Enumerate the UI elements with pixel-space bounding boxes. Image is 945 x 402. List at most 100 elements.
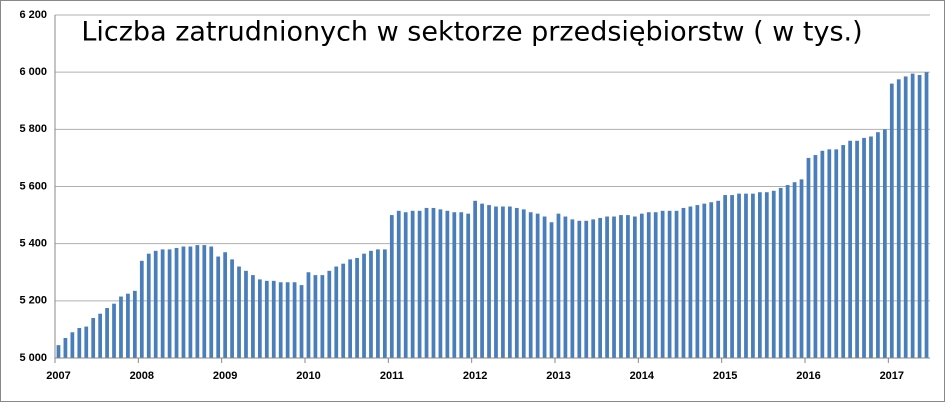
bar	[619, 215, 623, 358]
bar	[70, 332, 75, 358]
bar	[771, 190, 776, 358]
bar	[139, 260, 144, 358]
bar	[813, 155, 818, 358]
bar	[598, 217, 603, 358]
bar	[306, 272, 311, 358]
bar	[348, 259, 353, 358]
bar	[445, 210, 450, 358]
y-tick-label: 6 000	[19, 66, 47, 78]
x-tick-label: 2013	[546, 370, 570, 382]
bar	[757, 192, 762, 358]
bar	[876, 132, 880, 358]
bar	[389, 215, 394, 358]
bar	[632, 216, 637, 358]
bar	[230, 259, 234, 358]
bar	[646, 212, 651, 358]
bar	[709, 202, 714, 358]
bar	[91, 317, 96, 358]
bar	[112, 303, 116, 358]
y-tick-label: 5 000	[19, 352, 47, 364]
bar	[751, 193, 755, 358]
bar	[487, 205, 491, 358]
bar	[292, 282, 297, 358]
bar	[56, 345, 61, 358]
bar	[341, 263, 346, 358]
bar	[910, 73, 915, 359]
bar	[702, 203, 707, 358]
chart-title: Liczba zatrudnionych w sektorze przedsię…	[81, 17, 862, 48]
bar	[695, 205, 700, 358]
bar	[521, 209, 526, 358]
bar	[320, 275, 325, 358]
bar	[841, 145, 846, 358]
bar	[98, 313, 103, 358]
bar	[799, 179, 804, 358]
bar	[514, 207, 519, 358]
bar	[119, 296, 123, 358]
bar	[285, 282, 290, 358]
bar	[917, 75, 922, 359]
bar	[271, 280, 276, 358]
bar	[591, 219, 596, 358]
bar	[480, 203, 484, 358]
bar	[209, 246, 214, 358]
bar	[355, 257, 359, 358]
bar	[167, 249, 172, 358]
bar	[542, 216, 547, 358]
bar	[723, 195, 728, 358]
bar	[653, 212, 658, 358]
bar	[785, 185, 790, 358]
bar	[563, 216, 568, 358]
bar	[806, 157, 811, 358]
bar	[105, 307, 109, 358]
bar	[438, 209, 443, 358]
bar	[869, 136, 873, 358]
bar	[903, 76, 908, 359]
bar	[639, 213, 644, 358]
bar	[667, 210, 672, 358]
bar	[924, 72, 929, 359]
bar	[466, 213, 471, 358]
bar	[299, 285, 304, 358]
y-tick-label: 5 200	[19, 295, 47, 307]
bar	[744, 193, 748, 358]
bar	[570, 219, 575, 358]
bar	[181, 246, 186, 358]
bar	[827, 149, 832, 358]
bar	[882, 129, 887, 358]
bar	[376, 249, 380, 358]
bar	[202, 245, 207, 358]
bar	[848, 140, 853, 358]
bar	[459, 212, 464, 358]
bar	[688, 206, 693, 358]
y-tick-label: 5 800	[19, 123, 47, 135]
bar	[327, 270, 332, 358]
bar	[549, 222, 554, 358]
bar	[681, 207, 686, 358]
bar	[195, 245, 200, 358]
bar	[160, 249, 165, 358]
bar	[84, 326, 89, 358]
bar	[424, 207, 429, 358]
bar	[716, 200, 721, 358]
bar	[896, 79, 901, 358]
bar	[605, 216, 609, 358]
bar	[77, 327, 82, 358]
bar	[452, 212, 457, 358]
bar	[431, 207, 436, 358]
bar	[494, 206, 498, 358]
bar	[313, 275, 318, 358]
bar	[237, 266, 241, 358]
bar	[257, 279, 262, 358]
bar	[501, 206, 505, 358]
bar	[153, 250, 158, 358]
bar	[535, 213, 540, 358]
bar	[63, 337, 68, 358]
bar	[216, 256, 221, 358]
bar	[612, 216, 616, 358]
x-tick-label: 2010	[296, 370, 320, 382]
bar	[660, 210, 665, 358]
bar	[410, 210, 415, 358]
bar	[396, 210, 401, 358]
